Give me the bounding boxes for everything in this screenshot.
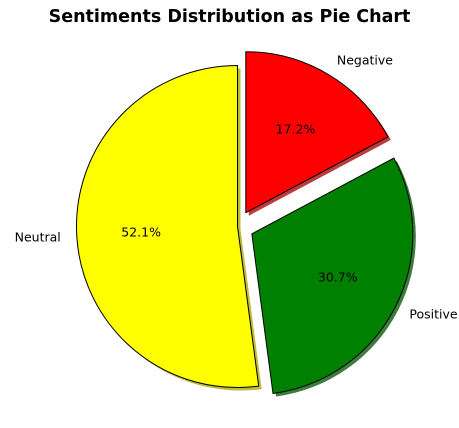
- chart-title: Sentiments Distribution as Pie Chart: [48, 7, 411, 27]
- slice-positive: [251, 157, 414, 394]
- slice-negative: [245, 51, 389, 214]
- slice-percent-positive: 30.7%: [318, 269, 358, 284]
- slice-label-neutral: Neutral: [15, 230, 61, 245]
- slice-labels: Neutral 52.1% Positive 30.7% Negative 17.2%: [15, 52, 458, 321]
- slices: [76, 51, 414, 394]
- slice-percent-neutral: 52.1%: [121, 224, 161, 239]
- slice-neutral: [76, 65, 260, 388]
- slice-label-positive: Positive: [409, 306, 457, 321]
- slice-label-negative: Negative: [337, 52, 393, 67]
- slice-percent-negative: 17.2%: [276, 121, 316, 136]
